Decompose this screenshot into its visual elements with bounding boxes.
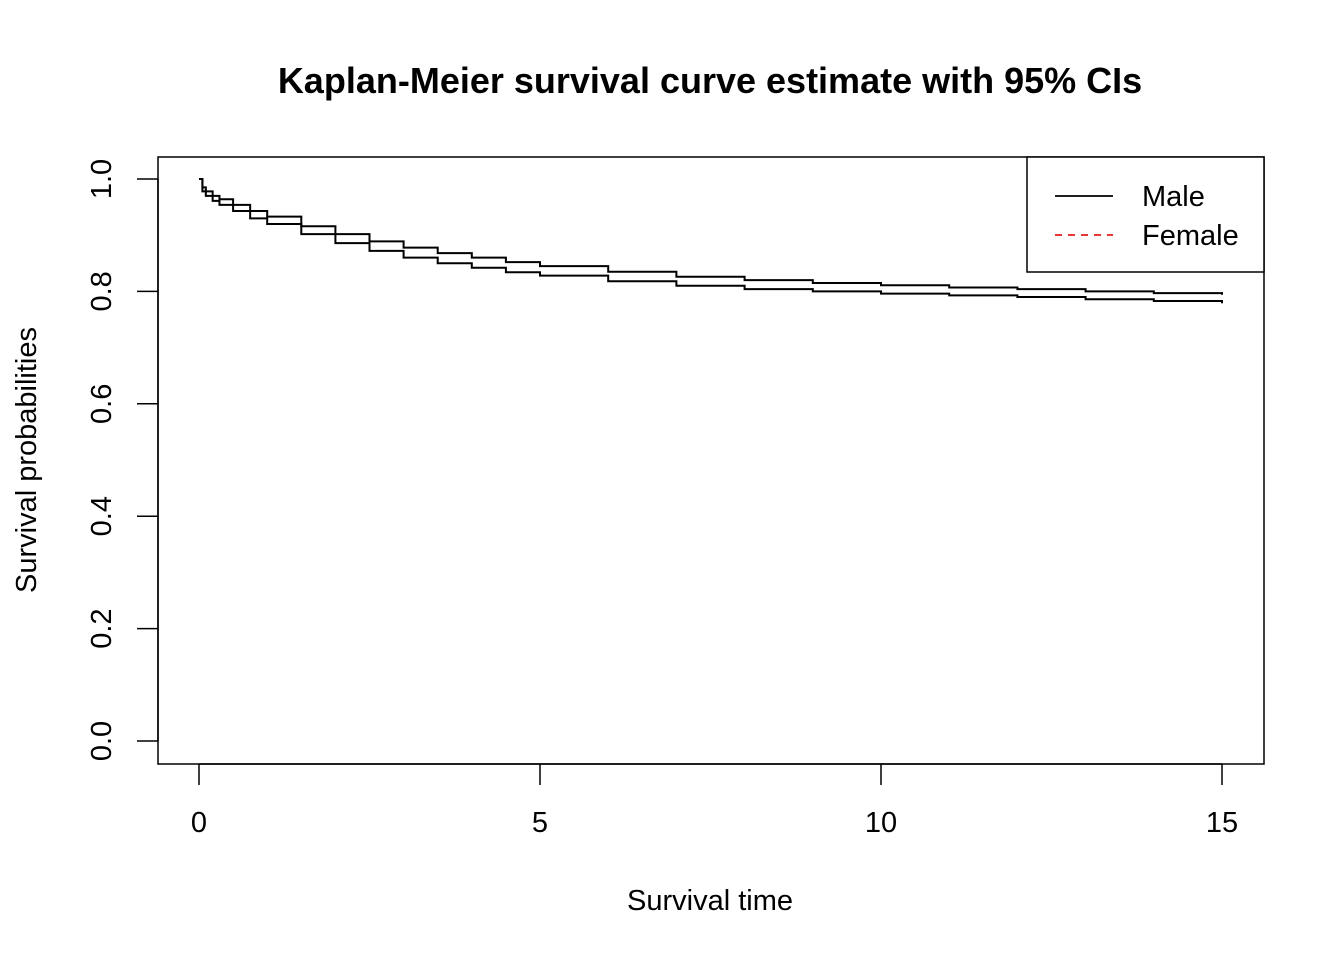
legend-label-female: Female [1142, 220, 1239, 252]
y-tick-label: 1.0 [86, 159, 118, 199]
legend: Male Female [1026, 156, 1265, 273]
chart-title: Kaplan-Meier survival curve estimate wit… [278, 60, 1142, 101]
x-axis-label: Survival time [627, 885, 793, 917]
y-axis-label: Survival probabilities [11, 327, 43, 593]
survival-curve-1 [199, 178, 1223, 304]
y-tick-label: 0.4 [86, 496, 118, 536]
y-tick-label: 0.8 [86, 271, 118, 311]
y-axis: 0.0 0.2 0.4 0.6 0.8 1.0 [86, 159, 159, 761]
x-tick-label: 5 [532, 807, 548, 839]
legend-box [1026, 156, 1265, 273]
series-layer [199, 178, 1223, 304]
x-axis: 0 5 10 15 [191, 763, 1238, 839]
y-tick-label: 0.2 [86, 608, 118, 648]
x-tick-label: 0 [191, 807, 207, 839]
x-tick-label: 10 [865, 807, 897, 839]
x-tick-label: 15 [1206, 807, 1238, 839]
survival-curve-0 [199, 178, 1223, 295]
y-tick-label: 0.6 [86, 384, 118, 424]
y-tick-label: 0.0 [86, 721, 118, 761]
legend-label-male: Male [1142, 181, 1205, 213]
